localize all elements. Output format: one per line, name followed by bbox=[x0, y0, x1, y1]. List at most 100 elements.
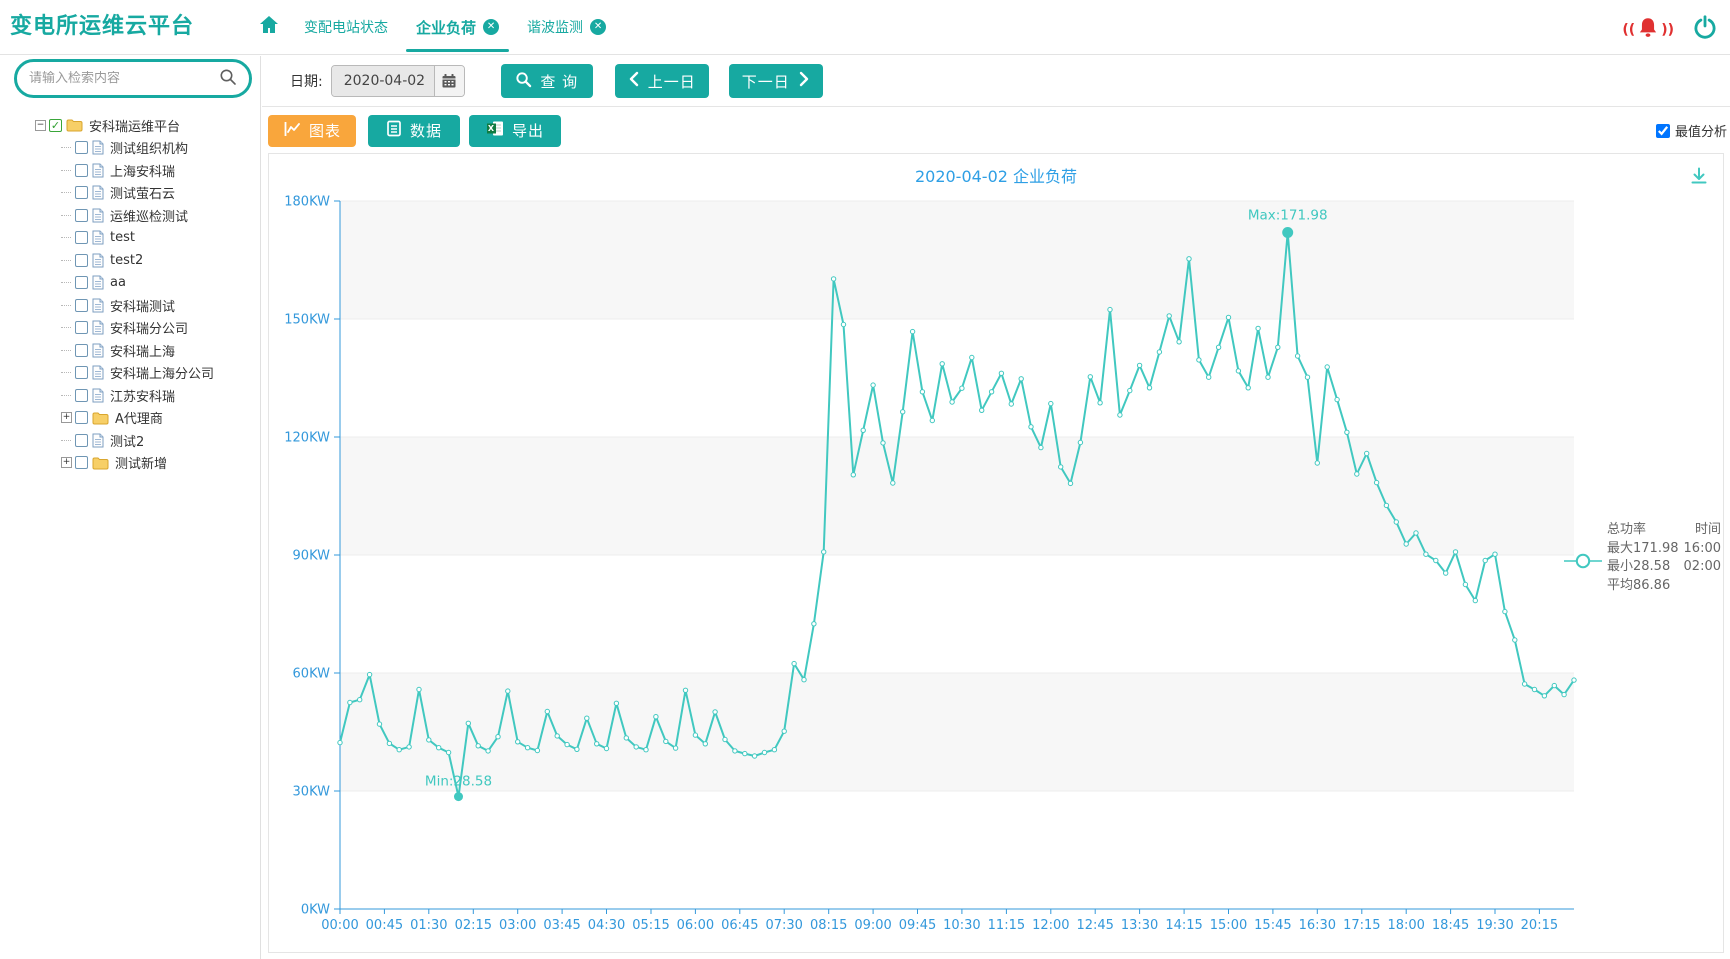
tree-row[interactable]: 安科瑞上海分公司 bbox=[0, 362, 260, 385]
chevron-left-icon bbox=[628, 71, 640, 91]
tree-row[interactable]: − ✓ 安科瑞运维平台 bbox=[0, 114, 260, 137]
tree-connector bbox=[61, 255, 72, 266]
tree-row[interactable]: 安科瑞分公司 bbox=[0, 317, 260, 340]
max-analysis-toggle: 最值分析 bbox=[1655, 108, 1727, 153]
tree-row[interactable]: 测试萤石云 bbox=[0, 182, 260, 205]
query-button[interactable]: 查 询 bbox=[500, 64, 593, 98]
tree-checkbox[interactable] bbox=[75, 433, 88, 447]
tree-checkbox[interactable] bbox=[75, 456, 88, 470]
svg-text:15:45: 15:45 bbox=[1254, 918, 1291, 933]
tree-row[interactable]: 测试组织机构 bbox=[0, 137, 260, 160]
tree-checkbox[interactable] bbox=[75, 366, 88, 380]
max-analysis-checkbox[interactable] bbox=[1655, 123, 1670, 138]
stats-series-name: 总功率 bbox=[1607, 522, 1647, 537]
home-tab[interactable] bbox=[248, 0, 290, 54]
load-line-chart[interactable]: 0KW 30KW 60KW 90KW 120KW 150KW 180KW 00:00 00:45… bbox=[269, 154, 1725, 954]
next-day-button[interactable]: 下一日 bbox=[728, 64, 823, 98]
data-view-button[interactable]: 数据 bbox=[368, 114, 460, 147]
close-tab-icon[interactable]: ✕ bbox=[590, 19, 607, 35]
tree-checkbox[interactable] bbox=[75, 231, 88, 245]
svg-text:00:45: 00:45 bbox=[366, 918, 403, 933]
line-chart-icon bbox=[283, 121, 301, 141]
top-bar: 变电所运维云平台 变配电站状态 企业负荷 ✕ 谐波监测 ✕ (( )) bbox=[0, 0, 1730, 55]
app-title: 变电所运维云平台 bbox=[10, 14, 195, 39]
stats-row-avg: 平均86.86 bbox=[1607, 577, 1671, 593]
tree-node-label: 安科瑞分公司 bbox=[110, 322, 189, 338]
tree-node-label: 测试新增 bbox=[115, 457, 168, 473]
prev-day-button[interactable]: 上一日 bbox=[614, 64, 709, 98]
tree-checkbox[interactable] bbox=[75, 253, 88, 267]
tree-expander-icon[interactable]: + bbox=[61, 457, 72, 469]
tree-connector bbox=[61, 210, 72, 221]
tree-row[interactable]: 上海安科瑞 bbox=[0, 159, 260, 182]
tree-row[interactable]: test2 bbox=[0, 249, 260, 272]
tab-enterprise-load[interactable]: 企业负荷 ✕ bbox=[402, 0, 513, 54]
svg-text:60KW: 60KW bbox=[293, 667, 331, 682]
org-tree: − ✓ 安科瑞运维平台 测试组织机构 上海安科瑞 测试萤石云 运维巡检测试 test test2… bbox=[0, 114, 260, 474]
power-button[interactable] bbox=[1692, 14, 1718, 44]
tree-node-label: 安科瑞测试 bbox=[110, 299, 176, 315]
svg-text:30KW: 30KW bbox=[293, 785, 331, 800]
sidebar-search-box bbox=[14, 59, 252, 98]
document-icon bbox=[92, 140, 104, 155]
svg-text:15:00: 15:00 bbox=[1210, 918, 1247, 933]
svg-text:18:45: 18:45 bbox=[1432, 918, 1469, 933]
tree-connector bbox=[61, 300, 72, 311]
tree-node-label: test bbox=[110, 230, 135, 246]
svg-text:180KW: 180KW bbox=[284, 195, 330, 210]
folder-icon bbox=[66, 118, 83, 132]
tree-checkbox[interactable] bbox=[75, 388, 88, 402]
svg-text:14:15: 14:15 bbox=[1165, 918, 1202, 933]
svg-text:20:15: 20:15 bbox=[1521, 918, 1558, 933]
tree-row[interactable]: test bbox=[0, 227, 260, 250]
query-button-label: 查 询 bbox=[540, 72, 579, 91]
tab-substation-status[interactable]: 变配电站状态 bbox=[290, 0, 402, 54]
tree-checkbox[interactable]: ✓ bbox=[49, 118, 62, 132]
tree-checkbox[interactable] bbox=[75, 343, 88, 357]
tree-checkbox[interactable] bbox=[75, 321, 88, 335]
date-value[interactable]: 2020-04-02 bbox=[331, 66, 434, 96]
document-icon bbox=[92, 433, 104, 448]
svg-text:01:30: 01:30 bbox=[410, 918, 447, 933]
download-chart-button[interactable] bbox=[1689, 166, 1709, 190]
chart-view-button[interactable]: 图表 bbox=[268, 114, 356, 147]
search-input[interactable] bbox=[29, 71, 219, 86]
max-point-label: Max:171.98 bbox=[1248, 208, 1328, 224]
tree-row[interactable]: 运维巡检测试 bbox=[0, 204, 260, 227]
tree-row[interactable]: + A代理商 bbox=[0, 407, 260, 430]
tree-checkbox[interactable] bbox=[75, 276, 88, 290]
home-icon bbox=[258, 14, 280, 40]
calendar-icon[interactable] bbox=[433, 66, 464, 96]
search-icon[interactable] bbox=[219, 68, 237, 90]
tree-checkbox[interactable] bbox=[75, 208, 88, 222]
tree-checkbox[interactable] bbox=[75, 141, 88, 155]
tree-checkbox[interactable] bbox=[75, 186, 88, 200]
svg-text:07:30: 07:30 bbox=[765, 918, 802, 933]
alarm-bell-button[interactable]: (( )) bbox=[1622, 15, 1674, 45]
close-tab-icon[interactable]: ✕ bbox=[483, 19, 500, 35]
chart-view-label: 图表 bbox=[308, 122, 341, 140]
tree-row[interactable]: aa bbox=[0, 272, 260, 295]
tree-row[interactable]: + 测试新增 bbox=[0, 452, 260, 475]
tree-node-label: 江苏安科瑞 bbox=[110, 389, 176, 405]
svg-text:05:15: 05:15 bbox=[632, 918, 669, 933]
tree-row[interactable]: 测试2 bbox=[0, 429, 260, 452]
svg-text:90KW: 90KW bbox=[293, 549, 331, 564]
svg-text:150KW: 150KW bbox=[284, 313, 330, 328]
tab-harmonic-monitor[interactable]: 谐波监测 ✕ bbox=[513, 0, 620, 54]
alarm-bell-icon bbox=[1635, 15, 1661, 45]
series-legend-marker[interactable] bbox=[1563, 553, 1603, 569]
tree-checkbox[interactable] bbox=[75, 298, 88, 312]
tree-row[interactable]: 江苏安科瑞 bbox=[0, 384, 260, 407]
tree-row[interactable]: 安科瑞测试 bbox=[0, 294, 260, 317]
tree-checkbox[interactable] bbox=[75, 163, 88, 177]
tree-checkbox[interactable] bbox=[75, 411, 88, 425]
query-magnifier-icon bbox=[515, 71, 532, 92]
tree-expander-icon[interactable]: − bbox=[35, 119, 46, 131]
chart-panel: 2020-04-02 企业负荷 0KW 30KW 60KW 90KW 120KW 150K… bbox=[268, 153, 1724, 953]
tree-row[interactable]: 安科瑞上海 bbox=[0, 339, 260, 362]
tree-expander-icon[interactable]: + bbox=[61, 412, 72, 424]
alarm-wave-right: )) bbox=[1661, 22, 1674, 38]
date-picker[interactable]: 2020-04-02 bbox=[330, 65, 465, 97]
export-button[interactable]: X 导出 bbox=[469, 114, 561, 147]
